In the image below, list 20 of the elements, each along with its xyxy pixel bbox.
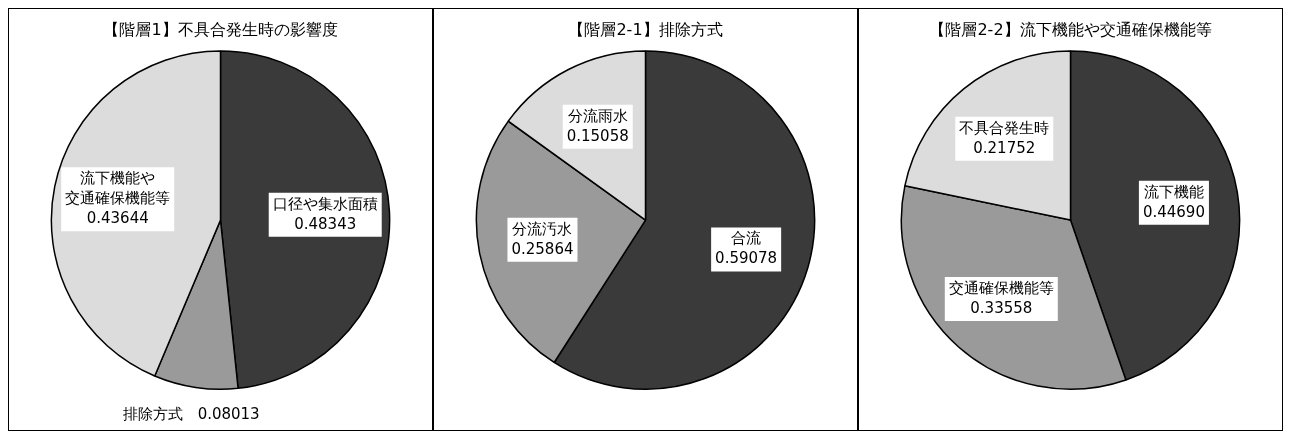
- data-label: 0.33558: [970, 298, 1033, 317]
- slice-label: 不具合発生時: [959, 118, 1050, 137]
- chart-title: 【階層2-2】流下機能や交通確保機能等: [929, 19, 1212, 39]
- data-label: 0.21752: [973, 138, 1036, 157]
- slice-label: 排除方式 0.08013: [123, 405, 260, 423]
- chart-title: 【階層1】不具合発生時の影響度: [103, 19, 338, 39]
- chart-title: 【階層2-1】排除方式: [568, 19, 723, 39]
- data-label: 0.44690: [1142, 202, 1205, 221]
- slice-label: 分流汚水: [512, 219, 573, 238]
- slice-label: 口径や集水面積: [272, 194, 378, 213]
- data-label: 0.15058: [566, 126, 629, 145]
- slice-label: 交通確保機能等: [948, 278, 1054, 297]
- slice-label: 分流雨水: [567, 106, 628, 125]
- slice-label: 流下機能や交通確保機能等: [65, 169, 171, 208]
- data-label: 0.25864: [511, 239, 574, 258]
- data-label: 0.59078: [715, 249, 778, 268]
- slice-label: 流下機能: [1143, 182, 1204, 201]
- slice-label: 合流: [731, 229, 762, 248]
- data-label: 0.43644: [86, 209, 149, 228]
- data-label: 0.48343: [294, 214, 357, 233]
